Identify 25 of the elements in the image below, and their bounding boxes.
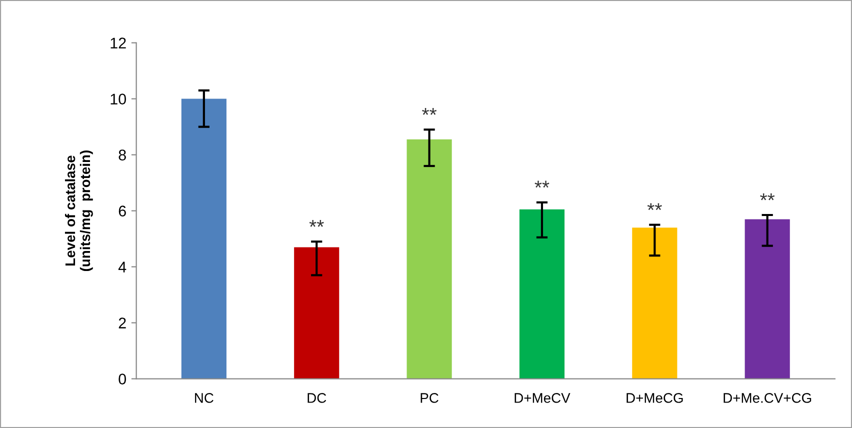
x-tick-label: NC (195, 393, 214, 403)
y-tick-label: 10 (110, 94, 126, 104)
x-tick-label: DC (308, 393, 326, 403)
bar (294, 247, 340, 379)
annotation: ** (647, 203, 662, 210)
y-tick-label: 0 (118, 374, 126, 384)
y-tick-label: 2 (118, 318, 126, 328)
bar (632, 228, 678, 379)
y-tick-label: 8 (118, 150, 126, 160)
y-tick-label: 6 (118, 206, 126, 216)
bar (519, 209, 565, 379)
x-tick-label: D+Me.CV+CG (724, 393, 812, 403)
x-tick-label: PC (420, 393, 438, 403)
bar (181, 98, 226, 379)
annotation: ** (422, 108, 437, 115)
x-tick-label: D+MeCV (514, 393, 570, 403)
y-tick-label: 4 (118, 262, 126, 272)
bar (406, 139, 452, 379)
y-axis-title: Level of catalase (units/mg protein) (64, 150, 93, 272)
bar (744, 219, 790, 379)
y-tick-label: 12 (110, 38, 126, 48)
annotation: ** (760, 193, 775, 200)
annotation: ** (309, 220, 324, 227)
x-tick-label: D+MeCG (626, 393, 683, 403)
annotation: ** (534, 180, 550, 188)
